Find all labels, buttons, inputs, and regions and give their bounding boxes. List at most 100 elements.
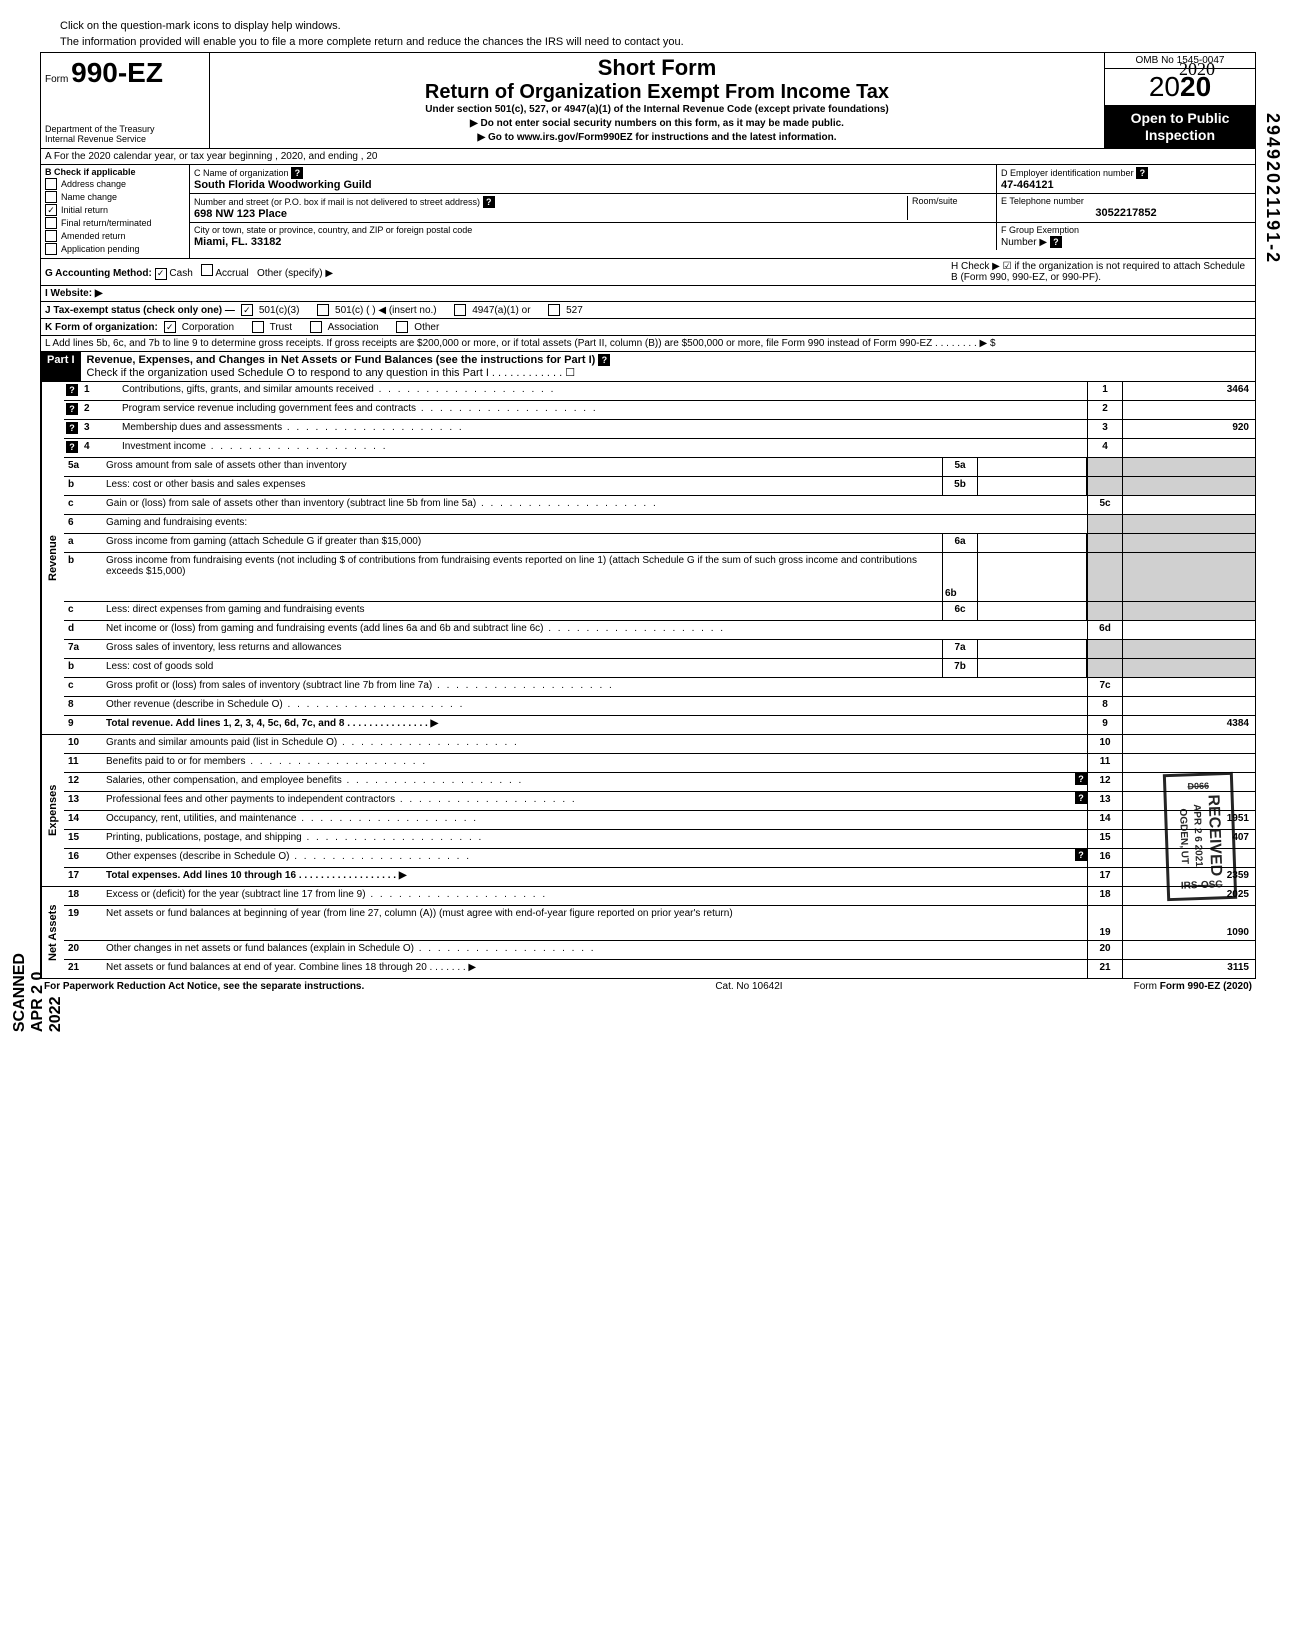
lb: 4: [1087, 439, 1123, 457]
cb-trust[interactable]: [252, 321, 264, 333]
help-icon[interactable]: ?: [66, 384, 78, 396]
ln: 20: [64, 941, 102, 959]
ln: d: [64, 621, 102, 639]
ln: 1: [80, 382, 118, 400]
sv: [978, 458, 1087, 476]
lb: [1087, 553, 1123, 601]
cb-name-change[interactable]: Name change: [45, 191, 185, 203]
ln: 8: [64, 697, 102, 715]
lv: [1123, 621, 1255, 639]
section-e: E Telephone number 3052217852: [997, 194, 1255, 222]
netassets-section: Net Assets 18Excess or (deficit) for the…: [41, 887, 1255, 978]
lv: [1123, 659, 1255, 677]
lv: [1123, 754, 1255, 772]
line-15: 15Printing, publications, postage, and s…: [64, 830, 1255, 849]
line-5a: 5a Gross amount from sale of assets othe…: [64, 458, 1255, 477]
cb-amended[interactable]: Amended return: [45, 230, 185, 242]
ld: Other revenue (describe in Schedule O): [102, 697, 1087, 715]
part1-header: Part I Revenue, Expenses, and Changes in…: [41, 352, 1255, 382]
expense-lines: 10Grants and similar amounts paid (list …: [64, 735, 1255, 886]
sl: 5a: [942, 458, 978, 476]
lb: 18: [1087, 887, 1123, 905]
cb-527[interactable]: [548, 304, 560, 316]
lb: 10: [1087, 735, 1123, 753]
help-icon[interactable]: ?: [66, 422, 78, 434]
line-h: H Check ▶ ☑ if the organization is not r…: [951, 261, 1251, 283]
ld: Printing, publications, postage, and shi…: [102, 830, 1087, 848]
cb-assoc[interactable]: [310, 321, 322, 333]
help-icon[interactable]: ?: [66, 403, 78, 415]
dln-stamp: 29492021191-2: [1262, 113, 1283, 264]
ld: Salaries, other compensation, and employ…: [102, 773, 1075, 791]
help-icon[interactable]: ?: [483, 196, 495, 208]
help-icon[interactable]: ?: [1075, 773, 1087, 785]
received-stamp: D066 OGDEN, UT APR 2 6 2021 RECEIVED IRS…: [1163, 772, 1237, 901]
cb-label: Amended return: [61, 231, 126, 241]
lb: 19: [1087, 906, 1123, 940]
help-icon[interactable]: ?: [291, 167, 303, 179]
arrow-ssn: ▶ Do not enter social security numbers o…: [216, 118, 1098, 129]
cb-501c[interactable]: [317, 304, 329, 316]
line-i: I Website: ▶: [41, 286, 1255, 302]
cb-corp[interactable]: ✓: [164, 321, 176, 333]
lv: [1123, 602, 1255, 620]
ln: c: [64, 496, 102, 514]
j-label: J Tax-exempt status (check only one) —: [45, 305, 235, 316]
sl: 7b: [942, 659, 978, 677]
lb: [1087, 659, 1123, 677]
lv: 920: [1123, 420, 1255, 438]
cb-other[interactable]: [396, 321, 408, 333]
cb-initial-return[interactable]: ✓Initial return: [45, 204, 185, 216]
lv: [1123, 458, 1255, 476]
line-17: 17Total expenses. Add lines 10 through 1…: [64, 868, 1255, 886]
line-6: 6 Gaming and fundraising events:: [64, 515, 1255, 534]
ld: Grants and similar amounts paid (list in…: [102, 735, 1087, 753]
lb: [1087, 534, 1123, 552]
open-public-2: Inspection: [1109, 127, 1251, 144]
netassets-lines: 18Excess or (deficit) for the year (subt…: [64, 887, 1255, 978]
cb-final-return[interactable]: Final return/terminated: [45, 217, 185, 229]
g-other: Other (specify) ▶: [257, 268, 333, 279]
cb-cash[interactable]: ✓: [155, 268, 167, 280]
line-13: 13Professional fees and other payments t…: [64, 792, 1255, 811]
d-value: 47-464121: [1001, 179, 1054, 191]
stamp-irs: IRS-OSC: [1180, 880, 1224, 892]
ld: Gross income from fundraising events (no…: [102, 553, 942, 601]
g-label: G Accounting Method:: [45, 268, 152, 279]
cb-4947[interactable]: [454, 304, 466, 316]
footer-right: Form Form 990-EZ (2020): [1134, 981, 1252, 992]
i-label: I Website: ▶: [45, 288, 103, 299]
help-icon[interactable]: ?: [66, 441, 78, 453]
lb: [1087, 602, 1123, 620]
entity-block: B Check if applicable Address change Nam…: [41, 165, 1255, 259]
line-14: 14Occupancy, rent, utilities, and mainte…: [64, 811, 1255, 830]
ln: b: [64, 553, 102, 601]
ld: Occupancy, rent, utilities, and maintena…: [102, 811, 1087, 829]
help-icon[interactable]: ?: [598, 354, 610, 366]
c-value: South Florida Woodworking Guild: [194, 179, 372, 191]
cb-address-change[interactable]: Address change: [45, 178, 185, 190]
ln: 19: [64, 906, 102, 940]
cb-app-pending[interactable]: Application pending: [45, 243, 185, 255]
help-icon[interactable]: ?: [1050, 236, 1062, 248]
cb-accrual[interactable]: [201, 264, 213, 276]
ld: Gross sales of inventory, less returns a…: [102, 640, 942, 658]
cb-label: Address change: [61, 179, 126, 189]
ld: Gross profit or (loss) from sales of inv…: [102, 678, 1087, 696]
lb: [1087, 458, 1123, 476]
form-990ez: SCANNED APR 2 0 2022 29492021191-2 Form …: [40, 52, 1256, 979]
help-icon[interactable]: ?: [1136, 167, 1148, 179]
ld: Gross amount from sale of assets other t…: [102, 458, 942, 476]
cb-501c3[interactable]: ✓: [241, 304, 253, 316]
lb: 12: [1087, 773, 1123, 791]
ld: Total expenses. Add lines 10 through 16 …: [102, 868, 1087, 886]
help-icon[interactable]: ?: [1075, 849, 1087, 861]
side-expenses: Expenses: [41, 735, 64, 886]
addr-label: Number and street (or P.O. box if mail i…: [194, 197, 480, 207]
open-public: Open to Public Inspection: [1105, 106, 1255, 148]
help-icon[interactable]: ?: [1075, 792, 1087, 804]
line-g: G Accounting Method: ✓ Cash Accrual Othe…: [45, 264, 333, 280]
lv: [1123, 515, 1255, 533]
line-l: L Add lines 5b, 6c, and 7b to line 9 to …: [41, 336, 1255, 352]
lb: 15: [1087, 830, 1123, 848]
